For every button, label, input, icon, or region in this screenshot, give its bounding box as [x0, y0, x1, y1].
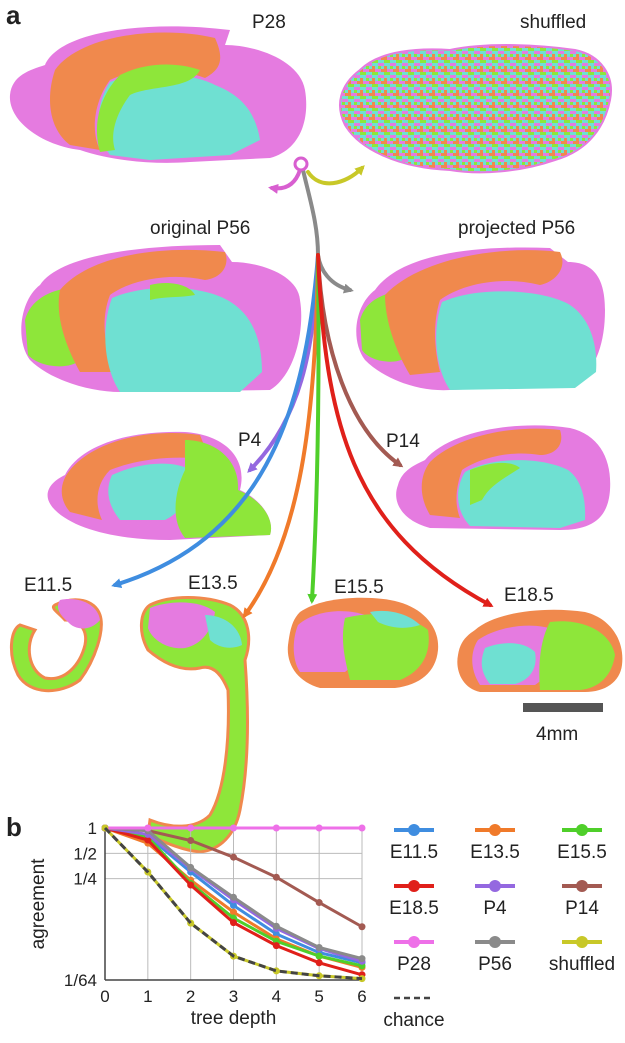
- brain-original-p56: [21, 245, 302, 392]
- label-e11-5: E11.5: [24, 575, 72, 596]
- data-point-e18-5: [187, 881, 195, 889]
- label-e13-5: E13.5: [188, 573, 238, 594]
- series-line-chance: [103, 826, 363, 981]
- legend-label-e15-5: E15.5: [557, 842, 607, 863]
- legend-label-shuffled: shuffled: [549, 954, 615, 975]
- label-p4: P4: [238, 430, 262, 451]
- arrow-to-e15-5: [307, 253, 321, 604]
- brain-e18-5: [457, 609, 623, 692]
- label-shuffled: shuffled: [520, 12, 586, 33]
- data-point-p28: [187, 824, 195, 832]
- data-point-p28: [230, 824, 237, 832]
- data-point-p28: [144, 824, 152, 832]
- legend-marker-p56: [489, 936, 501, 948]
- label-e15-5: E15.5: [334, 577, 384, 598]
- data-point-p28: [315, 824, 323, 832]
- data-point-e18-5: [230, 919, 237, 927]
- data-point-p28: [358, 824, 366, 832]
- brain-shuffled: [339, 44, 612, 174]
- legend-label-e13-5: E13.5: [470, 842, 520, 863]
- x-tick-label: 1: [143, 987, 152, 1006]
- label-projected-p56: projected P56: [458, 218, 575, 239]
- panel-a-letter: a: [6, 0, 21, 30]
- data-point-p14: [272, 873, 280, 881]
- panel-b-letter: b: [6, 812, 22, 842]
- tree-trunk: [301, 168, 320, 257]
- data-point-e18-5: [315, 959, 323, 967]
- x-axis-title: tree depth: [191, 1008, 277, 1029]
- y-tick-label: 1/64: [64, 971, 97, 990]
- data-point-e11-5: [230, 901, 237, 909]
- legend-label-e11-5: E11.5: [390, 842, 438, 863]
- brain-p14: [396, 425, 611, 530]
- legend-label-p14: P14: [565, 898, 599, 919]
- data-point-p56: [315, 943, 323, 951]
- data-point-p56: [272, 922, 280, 930]
- label-original-p56: original P56: [150, 218, 250, 239]
- x-tick-label: 4: [272, 987, 281, 1006]
- data-point-e18-5: [272, 942, 280, 950]
- legend-marker-e11-5: [408, 824, 420, 836]
- data-point-p14: [315, 899, 323, 907]
- x-tick-label: 0: [100, 987, 109, 1006]
- data-point-p56: [358, 955, 366, 963]
- legend-label-e18-5: E18.5: [389, 898, 439, 919]
- x-tick-label: 2: [186, 987, 195, 1006]
- data-point-p14: [187, 837, 195, 845]
- data-point-p14: [358, 923, 366, 931]
- tree-root-node: [293, 156, 309, 172]
- legend-marker-e18-5: [408, 880, 420, 892]
- x-tick-label: 6: [357, 987, 366, 1006]
- data-point-e15-5: [315, 952, 323, 960]
- legend-label-p56: P56: [478, 954, 512, 975]
- legend-marker-shuffled: [576, 936, 588, 948]
- legend-label-chance: chance: [383, 1010, 444, 1031]
- arrow-to-e11-5: [111, 253, 320, 588]
- scale-bar-label: 4mm: [536, 724, 578, 745]
- y-tick-label: 1/4: [73, 870, 97, 889]
- chart-legend: E11.5 E13.5 E15.5 E18.5 P4 P14 P28 P56 shuffled c…: [383, 824, 615, 1031]
- label-e18-5: E18.5: [504, 585, 554, 606]
- brain-e11-5: [10, 598, 103, 693]
- legend-marker-p28: [408, 936, 420, 948]
- arrow-to-e18-5: [316, 253, 494, 607]
- legend-marker-p14: [576, 880, 588, 892]
- data-point-p28: [272, 824, 280, 832]
- legend-label-p28: P28: [397, 954, 431, 975]
- brain-projected-p56: [356, 247, 605, 391]
- data-point-e11-5: [272, 930, 280, 938]
- x-tick-label: 3: [229, 987, 238, 1006]
- brain-e15-5: [287, 597, 439, 688]
- data-point-p56: [230, 893, 237, 901]
- data-point-e18-5: [144, 836, 152, 844]
- legend-marker-p4: [489, 880, 501, 892]
- brain-p28: [9, 26, 307, 163]
- y-tick-label: 1: [88, 819, 97, 838]
- agreement-chart: 0 1 2 3 4 5 6 1 1/2 1/4 1/64 tree depth agreement: [28, 819, 367, 1029]
- data-point-p14: [230, 853, 237, 861]
- brain-p4: [47, 431, 272, 540]
- data-point-p56: [187, 863, 195, 871]
- legend-label-p4: P4: [483, 898, 507, 919]
- arrow-to-shuffled: [306, 165, 365, 186]
- projection-arrows: [111, 165, 494, 619]
- arrow-to-projected-p56: [316, 253, 354, 294]
- y-tick-label: 1/2: [73, 844, 97, 863]
- brain-e13-5: [140, 596, 251, 854]
- x-tick-label: 5: [314, 987, 323, 1006]
- scale-bar: [523, 703, 603, 712]
- data-point-e13-5: [230, 908, 237, 916]
- arrow-to-e13-5: [242, 253, 320, 619]
- legend-marker-e13-5: [489, 824, 501, 836]
- legend-marker-e15-5: [576, 824, 588, 836]
- y-axis-title: agreement: [28, 858, 49, 950]
- label-p14: P14: [386, 431, 420, 452]
- label-p28: P28: [252, 12, 286, 33]
- arrow-to-p28: [268, 168, 302, 194]
